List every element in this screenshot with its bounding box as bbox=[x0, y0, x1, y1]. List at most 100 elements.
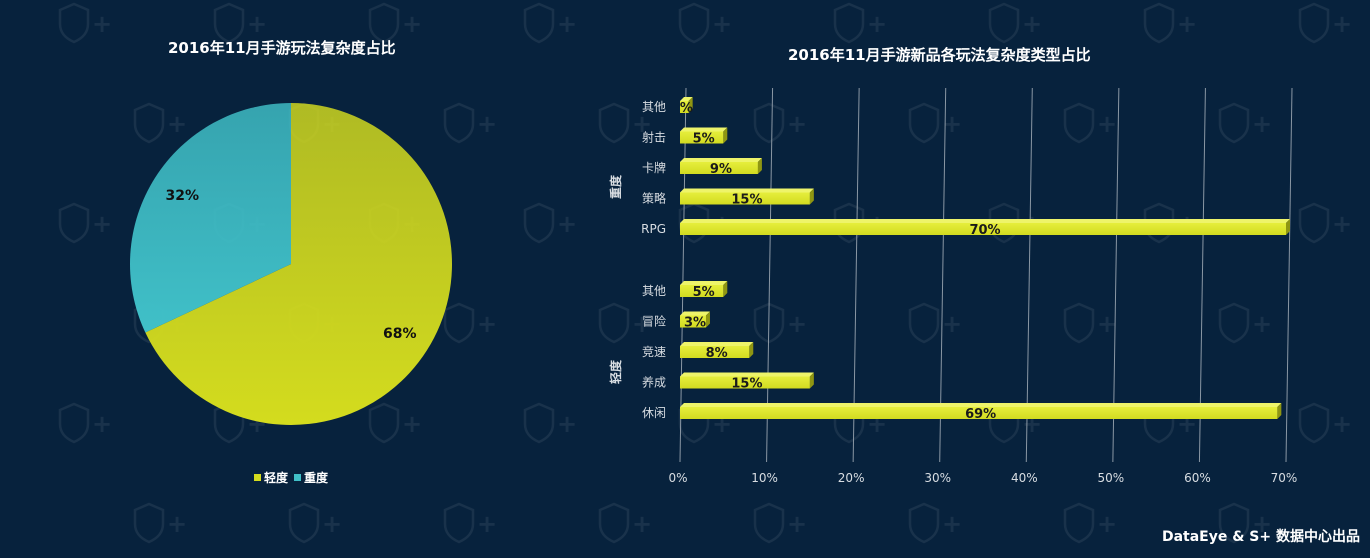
bar-top-face bbox=[680, 127, 728, 132]
bar[interactable] bbox=[680, 101, 689, 113]
bar-top-face bbox=[680, 219, 1290, 223]
bar[interactable] bbox=[680, 315, 706, 328]
svg-text:+: + bbox=[1332, 410, 1352, 438]
watermark-logo: + bbox=[908, 102, 962, 144]
bar-side-face bbox=[809, 372, 814, 389]
y-category-label: 射击 bbox=[642, 130, 666, 145]
svg-text:+: + bbox=[1097, 310, 1117, 338]
bar-data-label: 5% bbox=[693, 285, 715, 300]
y-category-label: RPG bbox=[641, 222, 666, 236]
bar[interactable] bbox=[680, 346, 750, 358]
watermark-logo: + bbox=[1298, 202, 1352, 244]
watermark-logo: + bbox=[753, 502, 807, 544]
legend-item-light[interactable]: 轻度 bbox=[254, 469, 288, 486]
svg-text:+: + bbox=[1252, 310, 1272, 338]
bar-top-face bbox=[680, 403, 1282, 407]
watermark-logo: + bbox=[443, 502, 497, 544]
x-tick-label: 60% bbox=[1184, 471, 1211, 485]
x-tick-label: 40% bbox=[1011, 471, 1038, 485]
svg-text:+: + bbox=[92, 10, 112, 38]
svg-text:+: + bbox=[787, 310, 807, 338]
bar-top-face bbox=[680, 97, 693, 101]
bar[interactable] bbox=[680, 223, 1286, 235]
svg-text:+: + bbox=[557, 410, 577, 438]
svg-text:+: + bbox=[632, 510, 652, 538]
watermark-logo: + bbox=[213, 2, 267, 44]
legend-swatch-heavy bbox=[294, 474, 302, 481]
bar[interactable] bbox=[680, 285, 724, 297]
bar-data-label: 15% bbox=[731, 377, 762, 392]
bar[interactable] bbox=[680, 162, 758, 174]
bar-side-face bbox=[1277, 403, 1282, 419]
watermark-logo: + bbox=[58, 2, 112, 44]
x-gridline bbox=[939, 87, 947, 463]
bar-side-face bbox=[705, 311, 710, 328]
watermark-logo: + bbox=[1218, 502, 1272, 544]
pie-slice-heavy[interactable] bbox=[129, 103, 291, 333]
legend-swatch-light bbox=[254, 474, 261, 481]
y-category-label: 卡牌 bbox=[642, 161, 666, 175]
watermark-logo: + bbox=[678, 2, 732, 44]
bar-data-label: % bbox=[680, 101, 693, 116]
bar[interactable] bbox=[680, 192, 810, 205]
watermark-logo: + bbox=[368, 2, 422, 44]
svg-text:+: + bbox=[477, 310, 497, 338]
svg-text:+: + bbox=[247, 10, 267, 38]
watermark-logo: + bbox=[1063, 302, 1117, 344]
svg-text:+: + bbox=[402, 10, 422, 38]
x-gridline bbox=[1025, 87, 1033, 463]
svg-text:+: + bbox=[322, 510, 342, 538]
bar-top-face bbox=[680, 342, 754, 346]
bar[interactable] bbox=[680, 407, 1278, 419]
legend-label-heavy: 重度 bbox=[304, 471, 329, 485]
svg-text:+: + bbox=[557, 210, 577, 238]
svg-text:+: + bbox=[1332, 10, 1352, 38]
bar[interactable] bbox=[680, 376, 810, 389]
legend-label-light: 轻度 bbox=[264, 471, 289, 485]
svg-text:+: + bbox=[1252, 510, 1272, 538]
bar-data-label: 70% bbox=[969, 223, 1000, 238]
svg-text:+: + bbox=[1177, 10, 1197, 38]
x-gridline bbox=[1112, 87, 1120, 463]
watermark-logo: + bbox=[598, 302, 652, 344]
x-tick-label: 50% bbox=[1098, 471, 1125, 485]
svg-text:+: + bbox=[167, 510, 187, 538]
watermark-logo: + bbox=[1218, 302, 1272, 344]
y-category-label: 其他 bbox=[642, 284, 666, 298]
y-category-label: 休闲 bbox=[642, 406, 666, 420]
x-tick-label: 30% bbox=[924, 471, 951, 485]
x-gridline bbox=[766, 87, 774, 463]
watermark-logo: + bbox=[1218, 102, 1272, 144]
pie-data-label: 68% bbox=[383, 326, 417, 342]
svg-text:+: + bbox=[1252, 110, 1272, 138]
bar-data-label: 8% bbox=[706, 346, 728, 361]
watermark-logo: + bbox=[833, 2, 887, 44]
legend-item-heavy[interactable]: 重度 bbox=[294, 469, 328, 486]
bar[interactable] bbox=[680, 131, 724, 144]
watermark-logo: + bbox=[598, 502, 652, 544]
y-category-label: 策略 bbox=[642, 191, 666, 206]
watermark-logo: + bbox=[753, 102, 807, 144]
watermark-logo: + bbox=[133, 502, 187, 544]
credit-text: DataEye & S+ 数据中心出品 bbox=[1161, 529, 1360, 545]
pie-data-label: 32% bbox=[165, 188, 199, 204]
svg-text:+: + bbox=[477, 110, 497, 138]
x-tick-label: 0% bbox=[668, 471, 687, 485]
x-tick-label: 10% bbox=[751, 471, 778, 485]
svg-text:+: + bbox=[787, 510, 807, 538]
x-tick-label: 70% bbox=[1271, 471, 1298, 485]
pie-slice-light[interactable] bbox=[145, 103, 452, 425]
bar-data-label: 3% bbox=[684, 316, 706, 331]
svg-text:+: + bbox=[942, 310, 962, 338]
watermark-logo: + bbox=[523, 2, 577, 44]
pie-chart-title: 2016年11月手游玩法复杂度占比 bbox=[168, 39, 396, 57]
y-category-label: 其他 bbox=[642, 100, 666, 114]
pie-legend: 轻度 重度 bbox=[254, 469, 328, 486]
svg-text:+: + bbox=[92, 210, 112, 238]
svg-text:+: + bbox=[632, 310, 652, 338]
y-category-label: 冒险 bbox=[642, 314, 666, 329]
svg-text:+: + bbox=[92, 410, 112, 438]
watermark-logo: + bbox=[58, 402, 112, 444]
svg-text:+: + bbox=[867, 10, 887, 38]
